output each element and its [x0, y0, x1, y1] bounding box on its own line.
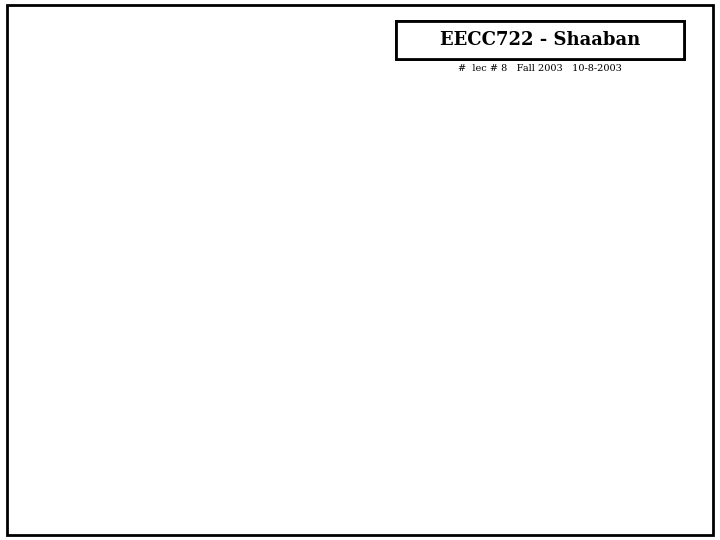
Text: Microcontrollers: Microcontrollers — [183, 386, 312, 400]
Text: Cost: Cost — [382, 463, 426, 481]
Text: Performance is
everything
& Software rules: Performance is everything & Software rul… — [557, 286, 690, 332]
Text: Embedded
processors: Embedded processors — [289, 224, 381, 260]
Text: Performance: Performance — [78, 212, 96, 339]
Text: #  lec # 8   Fall 2003   10-8-2003: # lec # 8 Fall 2003 10-8-2003 — [458, 64, 622, 73]
Text: EECC722 - Shaaban: EECC722 - Shaaban — [440, 31, 640, 49]
Text: Microprocessors: Microprocessors — [433, 217, 575, 233]
Title: The Processor Design Space: The Processor Design Space — [165, 30, 606, 57]
Text: Application specific
architectures
for performance: Application specific architectures for p… — [169, 137, 321, 183]
Text: Cost is everything: Cost is everything — [181, 441, 322, 455]
